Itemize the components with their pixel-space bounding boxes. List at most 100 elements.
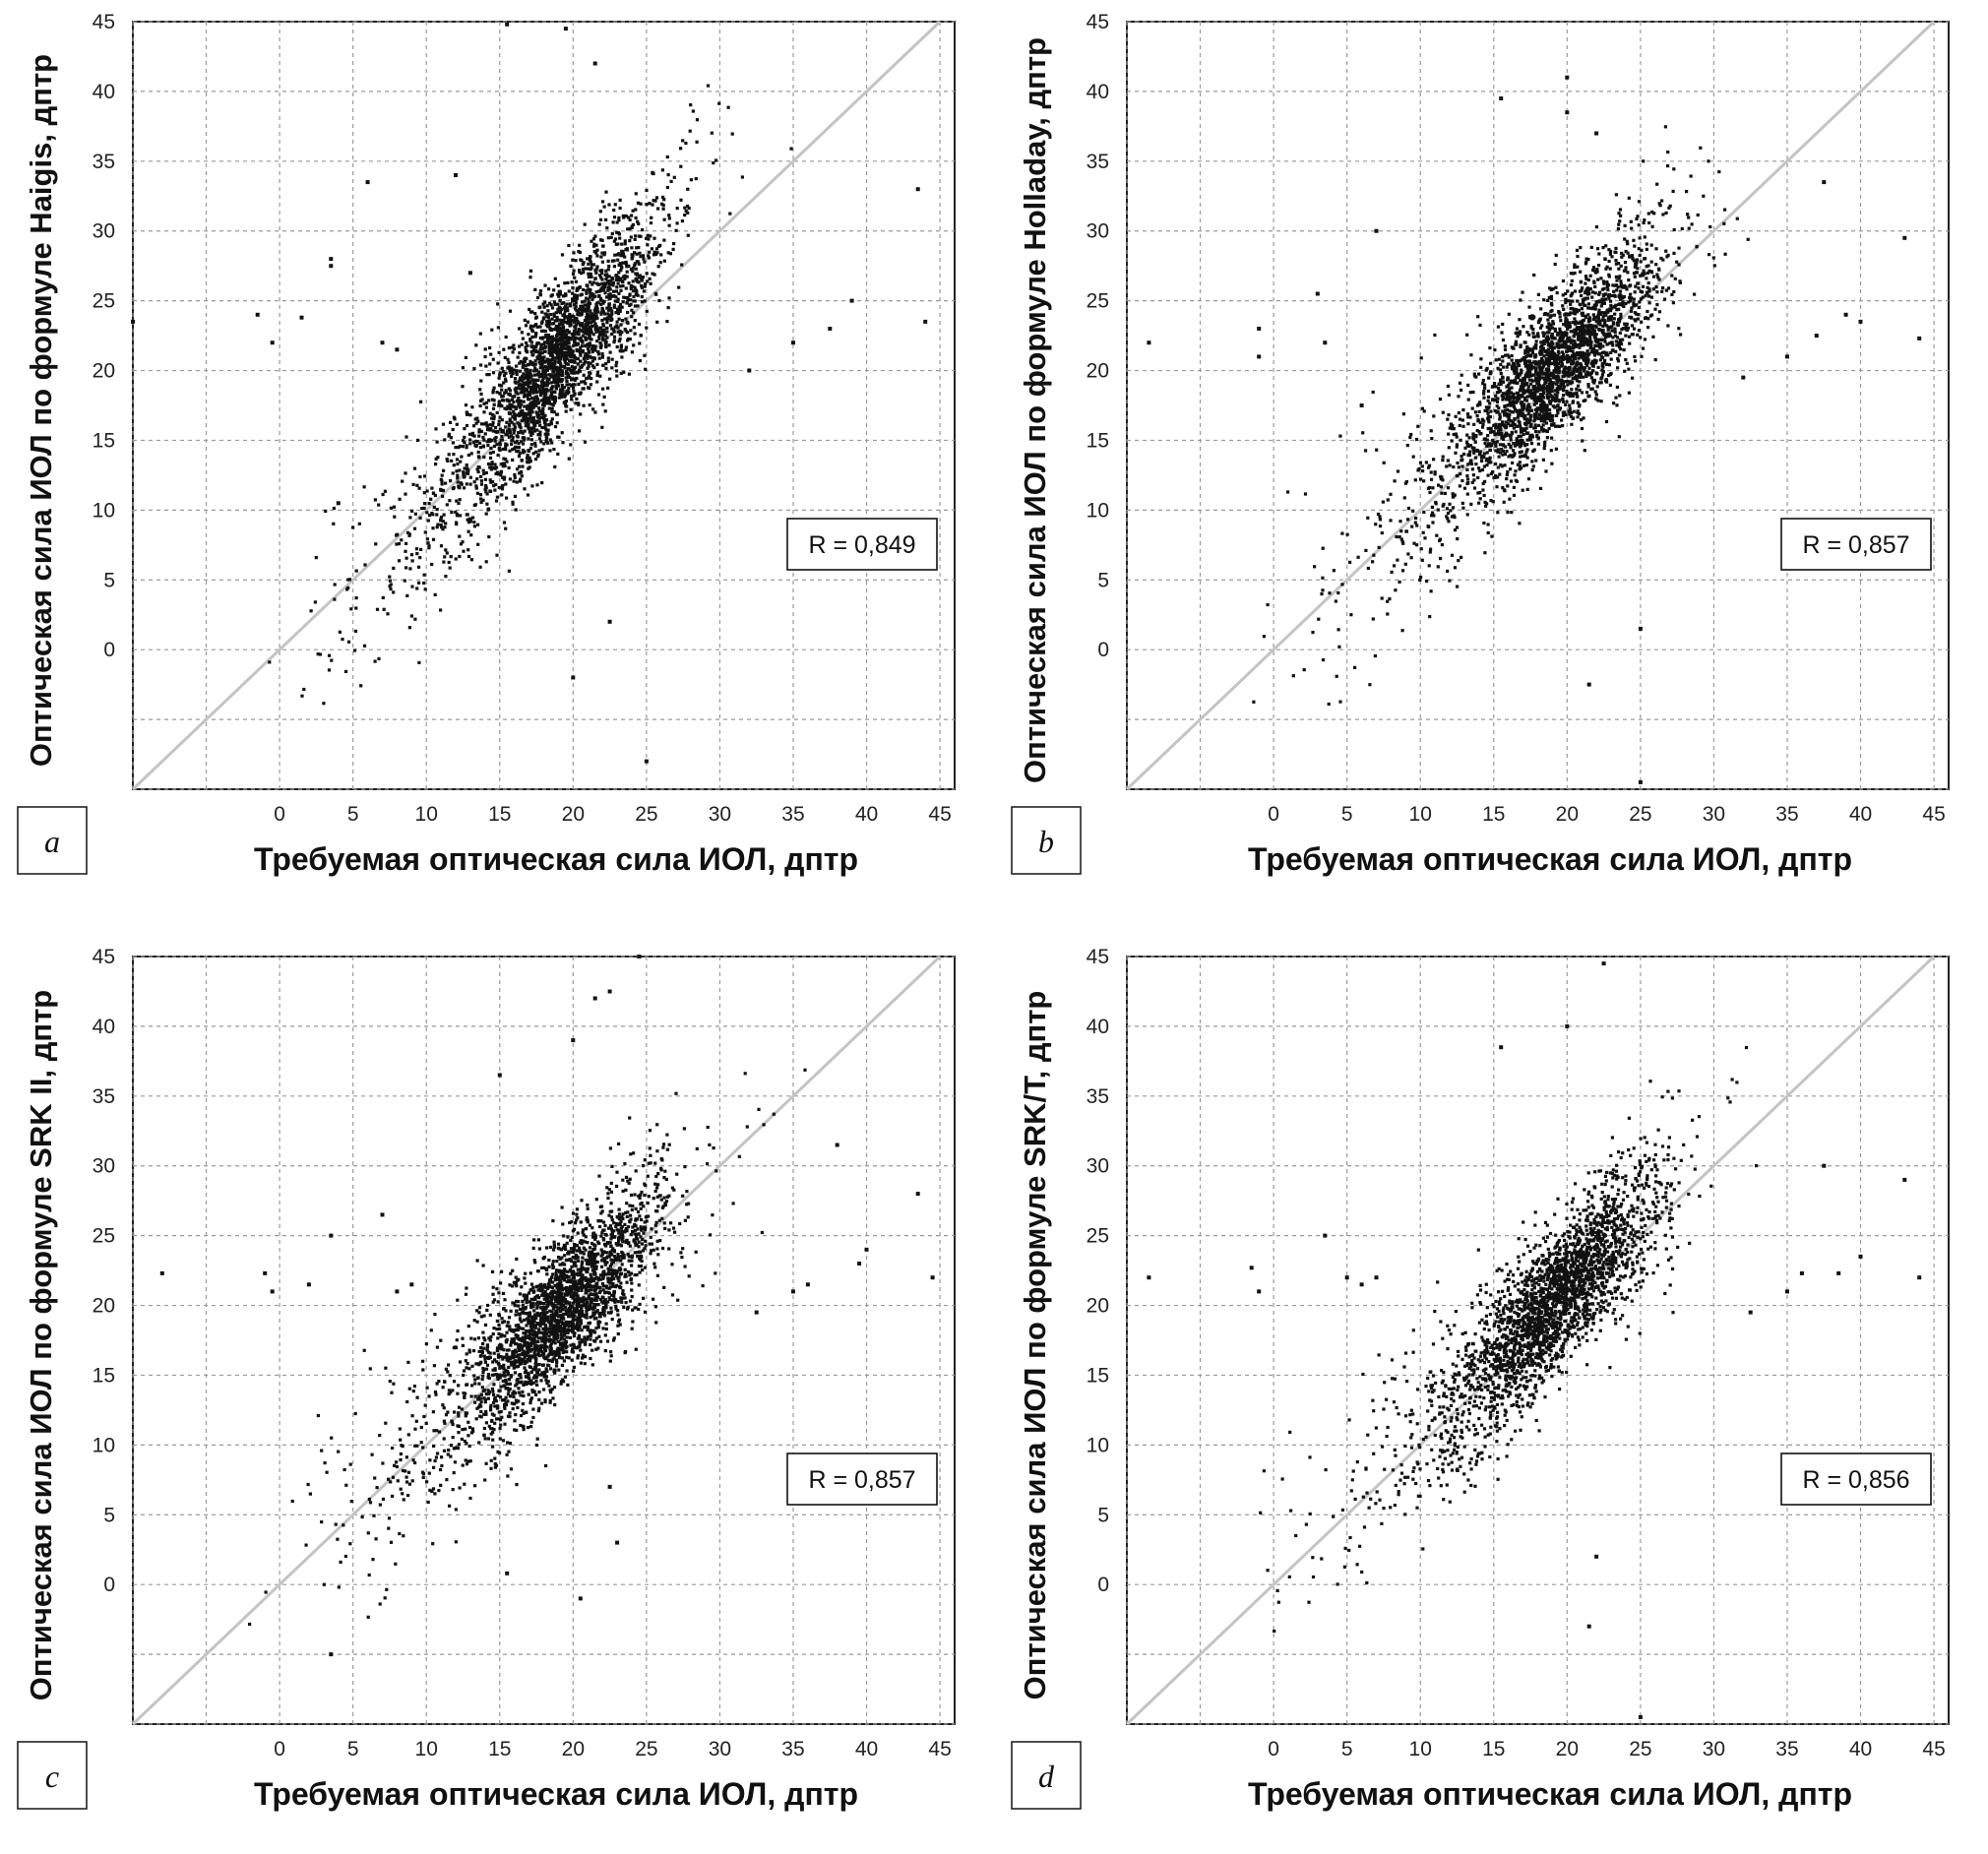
data-point <box>1421 559 1424 562</box>
data-point <box>1441 459 1444 462</box>
data-point <box>1527 402 1530 405</box>
data-point <box>518 344 521 347</box>
data-point <box>393 516 396 519</box>
data-point <box>498 486 501 489</box>
data-point <box>1458 411 1460 414</box>
data-point <box>493 437 496 440</box>
data-point <box>545 400 548 402</box>
data-point <box>521 419 524 422</box>
data-point <box>523 358 526 361</box>
data-point <box>519 406 522 409</box>
data-point <box>639 359 642 362</box>
data-point <box>548 348 551 351</box>
data-point <box>507 361 510 364</box>
data-point <box>1554 393 1557 396</box>
data-point <box>622 276 625 278</box>
data-point <box>493 445 496 448</box>
data-point <box>1561 364 1564 367</box>
outlier-point <box>329 257 333 261</box>
data-point <box>1313 565 1316 568</box>
data-point <box>1529 415 1532 418</box>
data-point <box>573 354 576 357</box>
data-point <box>1599 313 1602 316</box>
data-point <box>478 442 481 445</box>
data-point <box>509 412 512 415</box>
data-point <box>1633 355 1636 358</box>
data-point <box>603 396 606 399</box>
data-point <box>410 510 413 513</box>
data-point <box>741 175 744 178</box>
data-point <box>692 109 695 112</box>
data-point <box>1430 429 1433 432</box>
data-point <box>1508 498 1511 501</box>
data-point <box>466 424 468 427</box>
data-point <box>1587 302 1590 305</box>
data-point <box>1509 445 1512 448</box>
data-point <box>348 578 351 581</box>
data-point <box>598 357 601 360</box>
data-point <box>1525 443 1528 446</box>
data-point <box>539 348 542 351</box>
data-point <box>647 254 650 257</box>
data-point <box>448 453 451 456</box>
data-point <box>564 358 567 361</box>
data-point <box>582 268 585 271</box>
data-point <box>686 188 689 191</box>
data-point <box>545 439 548 442</box>
data-point <box>538 292 541 295</box>
data-point <box>493 463 496 465</box>
data-point <box>644 368 647 371</box>
data-point <box>509 418 512 421</box>
data-point <box>458 486 461 489</box>
data-point <box>1423 536 1426 539</box>
data-point <box>476 543 479 546</box>
data-point <box>595 317 598 320</box>
data-point <box>1532 419 1535 422</box>
data-point <box>1622 327 1625 330</box>
data-point <box>1578 309 1581 312</box>
data-point <box>1614 247 1617 250</box>
data-point <box>1478 324 1481 327</box>
data-point <box>601 330 604 333</box>
data-point <box>1401 542 1404 545</box>
data-point <box>644 282 647 285</box>
data-point <box>489 457 492 460</box>
data-point <box>498 449 501 452</box>
data-point <box>1629 293 1632 296</box>
data-point <box>635 192 638 195</box>
data-point <box>1672 252 1675 255</box>
data-point <box>1592 318 1595 321</box>
data-point <box>1547 328 1550 331</box>
data-point <box>416 439 419 442</box>
data-point <box>1482 379 1485 382</box>
data-point <box>538 325 541 328</box>
data-point <box>467 555 470 558</box>
data-point <box>585 327 588 330</box>
data-point <box>731 133 734 136</box>
data-point <box>1624 224 1627 227</box>
data-point <box>607 203 610 206</box>
data-point <box>459 498 462 501</box>
data-point <box>1589 372 1592 375</box>
data-point <box>1677 247 1680 250</box>
data-point <box>540 311 543 314</box>
data-point <box>556 340 559 342</box>
data-point <box>419 548 422 551</box>
data-point <box>521 384 524 387</box>
data-point <box>1637 286 1640 289</box>
data-point <box>536 455 539 458</box>
data-point <box>423 574 426 577</box>
data-point <box>349 607 352 610</box>
outlier-point <box>571 676 575 680</box>
data-point <box>584 355 587 358</box>
data-point <box>509 406 512 409</box>
data-point <box>1336 675 1338 678</box>
data-point <box>1624 358 1627 361</box>
data-point <box>1530 367 1533 370</box>
data-point <box>525 345 528 348</box>
data-point <box>1630 310 1633 313</box>
data-point <box>519 452 522 455</box>
data-point <box>515 365 518 368</box>
data-point <box>404 550 406 553</box>
data-point <box>484 347 487 350</box>
